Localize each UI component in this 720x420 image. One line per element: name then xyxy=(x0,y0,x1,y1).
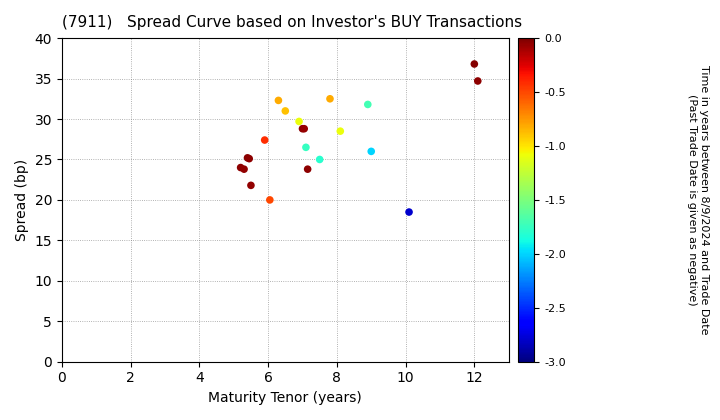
Point xyxy=(366,148,377,155)
Point xyxy=(302,166,313,173)
Text: (7911)   Spread Curve based on Investor's BUY Transactions: (7911) Spread Curve based on Investor's … xyxy=(62,15,522,30)
Point xyxy=(299,125,310,132)
Point xyxy=(246,182,257,189)
Point xyxy=(335,128,346,134)
Point xyxy=(238,166,250,173)
Point xyxy=(403,209,415,215)
Point xyxy=(314,156,325,163)
Point xyxy=(300,144,312,151)
Point xyxy=(279,108,291,114)
Point xyxy=(264,197,276,203)
Point xyxy=(259,136,271,143)
Point xyxy=(293,118,305,125)
Point xyxy=(472,78,484,84)
X-axis label: Maturity Tenor (years): Maturity Tenor (years) xyxy=(208,391,362,405)
Y-axis label: Time in years between 8/9/2024 and Trade Date
(Past Trade Date is given as negat: Time in years between 8/9/2024 and Trade… xyxy=(687,65,708,335)
Point xyxy=(235,164,246,171)
Point xyxy=(297,125,308,132)
Point xyxy=(469,60,480,67)
Point xyxy=(242,155,253,161)
Point xyxy=(243,155,255,162)
Point xyxy=(324,95,336,102)
Y-axis label: Spread (bp): Spread (bp) xyxy=(15,159,29,241)
Point xyxy=(362,101,374,108)
Point xyxy=(273,97,284,104)
